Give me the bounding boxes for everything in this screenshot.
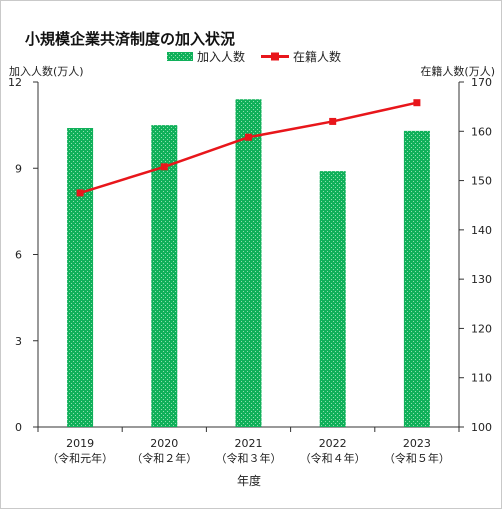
line-point-2022 [329, 117, 337, 125]
y-axis-right-title: 在籍人数(万人) [420, 64, 495, 78]
y-right-tick-label: 170 [471, 76, 492, 89]
x-tick-sublabel: （令和５年） [384, 451, 450, 465]
bar-2020 [151, 125, 178, 427]
legend-line-marker [271, 52, 279, 61]
y-left-tick-label: 12 [8, 76, 22, 89]
chart-title: 小規模企業共済制度の加入状況 [25, 30, 236, 48]
x-tick-label: 2022 [319, 437, 347, 450]
line-point-2020 [160, 163, 168, 171]
y-right-tick-label: 110 [471, 372, 492, 385]
bar-2021 [235, 99, 262, 427]
x-tick-label: 2019 [66, 437, 94, 450]
legend-line-label: 在籍人数 [293, 49, 341, 64]
bar-2023 [403, 130, 430, 427]
y-axis-left-title: 加入人数(万人) [9, 65, 84, 78]
x-tick-sublabel: （令和２年） [131, 451, 197, 465]
legend-bar-label: 加入人数 [197, 49, 245, 64]
y-right-tick-label: 160 [471, 125, 492, 138]
x-tick-label: 2023 [403, 437, 431, 450]
y-left-tick-label: 3 [15, 335, 22, 348]
line-point-2019 [76, 189, 84, 197]
x-tick-sublabel: （令和３年） [216, 451, 282, 465]
bar-2022 [319, 171, 346, 427]
y-left-tick-label: 9 [15, 162, 22, 175]
line-point-2023 [413, 99, 421, 107]
x-tick-sublabel: （令和元年） [47, 451, 113, 465]
x-axis-title: 年度 [237, 473, 261, 488]
x-tick-label: 2020 [150, 437, 178, 450]
y-right-tick-label: 120 [471, 322, 492, 335]
y-right-tick-label: 130 [471, 273, 492, 286]
x-tick-sublabel: （令和４年） [300, 451, 366, 465]
y-right-tick-label: 150 [471, 175, 492, 188]
y-left-tick-label: 6 [15, 249, 22, 262]
line-point-2021 [245, 133, 252, 141]
bar-2019 [67, 128, 94, 427]
y-right-tick-label: 100 [471, 421, 492, 434]
x-tick-label: 2021 [235, 437, 263, 450]
y-right-tick-label: 140 [471, 224, 492, 237]
legend-bar-swatch [167, 52, 193, 61]
y-left-tick-label: 0 [15, 421, 22, 434]
